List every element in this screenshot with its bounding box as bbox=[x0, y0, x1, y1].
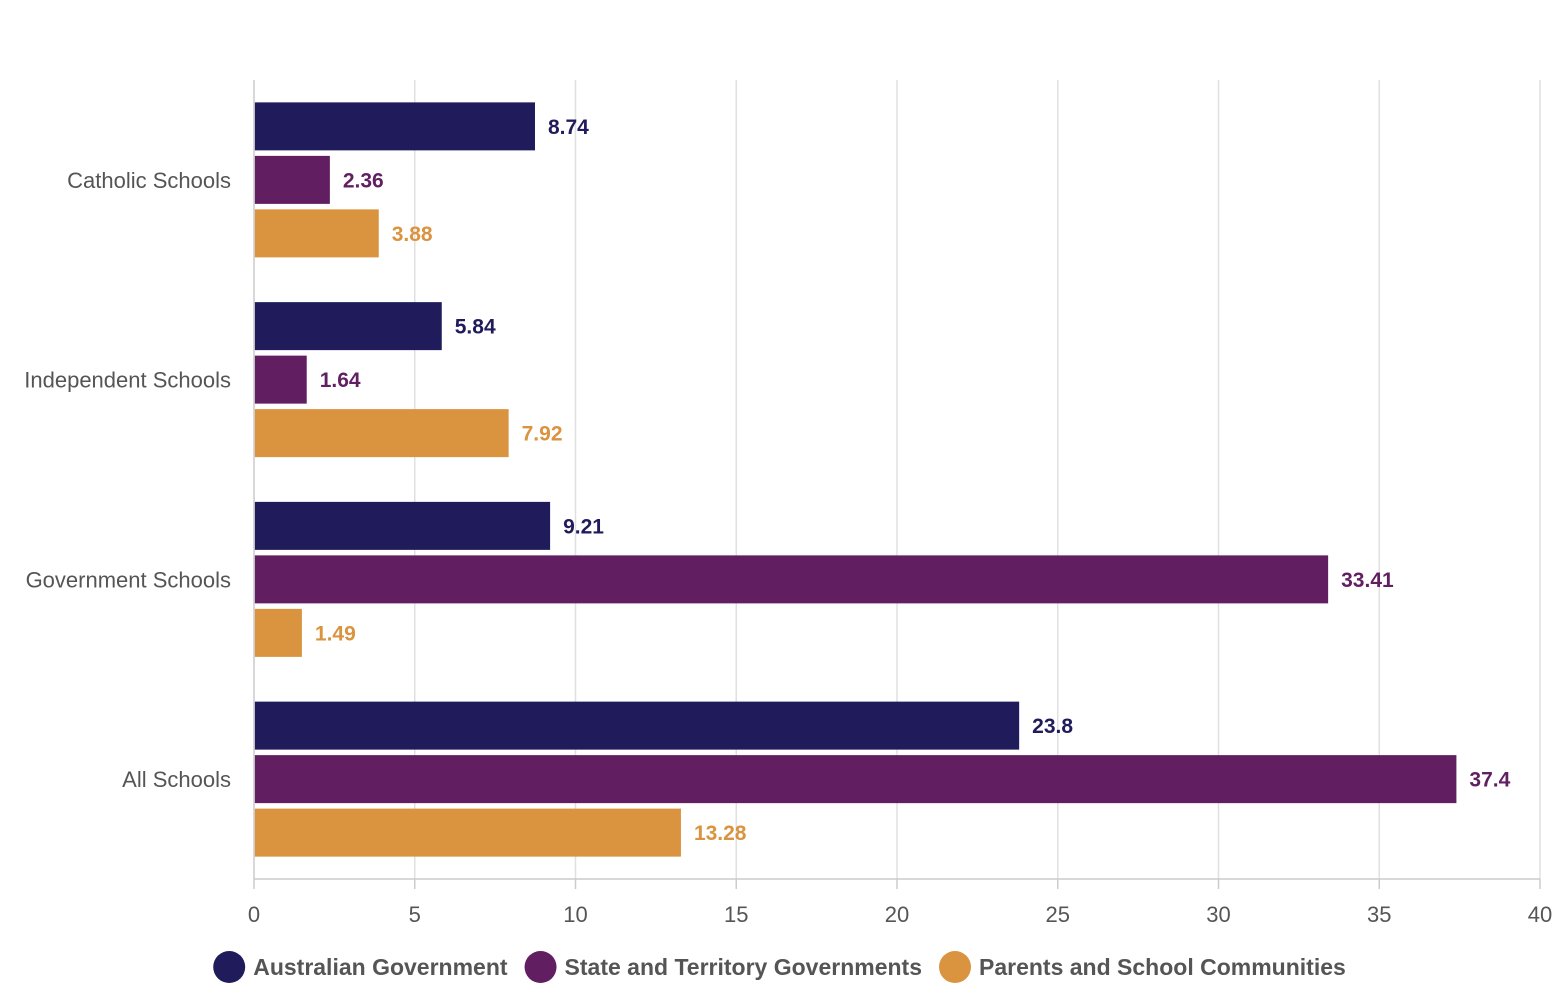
x-tick-label: 30 bbox=[1206, 902, 1230, 927]
data-label: 1.64 bbox=[320, 369, 361, 392]
data-label: 1.49 bbox=[315, 622, 356, 645]
axes bbox=[253, 80, 1541, 889]
data-label: 9.21 bbox=[563, 515, 604, 538]
legend-swatch bbox=[939, 951, 971, 983]
bar bbox=[254, 102, 535, 151]
data-label: 23.8 bbox=[1032, 715, 1073, 738]
data-label: 2.36 bbox=[343, 169, 384, 192]
category-label: Independent Schools bbox=[24, 368, 231, 393]
bar bbox=[254, 209, 379, 258]
data-label: 5.84 bbox=[455, 316, 496, 339]
data-label: 13.28 bbox=[694, 822, 747, 845]
data-label: 3.88 bbox=[392, 223, 433, 246]
bar bbox=[254, 302, 442, 351]
legend-label: Australian Government bbox=[253, 954, 508, 980]
bar bbox=[254, 701, 1020, 750]
bar bbox=[254, 555, 1329, 604]
bar bbox=[254, 409, 509, 458]
bar bbox=[254, 501, 551, 550]
x-tick-label: 10 bbox=[563, 902, 587, 927]
labels: 0 5 10 15 20 25 30 35 40 Catholic Schools 8.74 2.36… bbox=[24, 116, 1552, 927]
legend: Australian Government State and Territory… bbox=[213, 951, 1346, 983]
data-label: 8.74 bbox=[548, 116, 589, 139]
bar bbox=[254, 608, 302, 657]
bar bbox=[254, 755, 1457, 804]
legend-label: State and Territory Governments bbox=[565, 954, 922, 980]
x-tick-label: 5 bbox=[409, 902, 421, 927]
x-tick-label: 25 bbox=[1046, 902, 1070, 927]
data-label: 7.92 bbox=[522, 423, 563, 446]
data-label: 37.4 bbox=[1469, 769, 1510, 792]
x-tick-label: 0 bbox=[248, 902, 260, 927]
data-label: 33.41 bbox=[1341, 569, 1394, 592]
legend-label: Parents and School Communities bbox=[979, 954, 1346, 980]
bars bbox=[254, 102, 1457, 857]
bar bbox=[254, 808, 681, 857]
legend-swatch bbox=[213, 951, 246, 983]
x-tick-label: 35 bbox=[1367, 902, 1391, 927]
x-tick-label: 40 bbox=[1528, 902, 1552, 927]
category-label: Catholic Schools bbox=[67, 168, 231, 193]
legend-swatch bbox=[524, 951, 557, 983]
x-tick-label: 20 bbox=[885, 902, 909, 927]
category-label: Government Schools bbox=[26, 567, 231, 592]
category-label: All Schools bbox=[122, 767, 231, 792]
bar bbox=[254, 155, 330, 204]
x-tick-label: 15 bbox=[724, 902, 748, 927]
bar bbox=[254, 355, 307, 404]
gridlines bbox=[414, 80, 1541, 879]
